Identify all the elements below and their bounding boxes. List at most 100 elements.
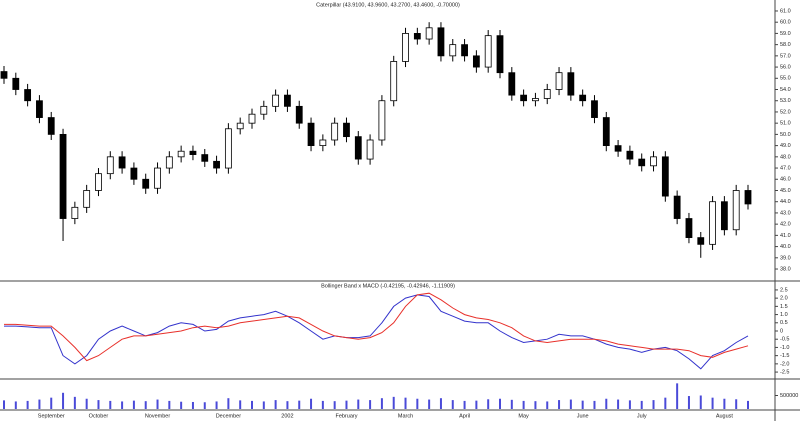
- candle-body: [484, 35, 492, 68]
- candle-body: [366, 139, 374, 160]
- volume-bar: [227, 398, 230, 409]
- candle-body: [543, 89, 551, 99]
- candle-body: [602, 117, 610, 147]
- candle-body: [697, 237, 705, 245]
- volume-bar: [310, 398, 313, 409]
- x-tick-label: December: [216, 413, 242, 419]
- candle-body: [720, 201, 728, 231]
- candle-body: [343, 122, 350, 138]
- x-tick-label: June: [577, 413, 589, 419]
- volume-bar: [534, 401, 537, 409]
- candle-body: [295, 105, 303, 124]
- candle-body: [36, 100, 43, 118]
- volume-bar: [558, 400, 561, 409]
- candle-body: [413, 33, 421, 40]
- candle-body: [71, 206, 79, 219]
- y-tick-label: 41.0: [780, 233, 791, 239]
- candle-body: [425, 27, 433, 40]
- y-tick-label: 59.0: [780, 31, 791, 37]
- y-tick-label: 48.0: [780, 154, 791, 160]
- y-tick-label: 51.0: [780, 121, 791, 127]
- x-tick-label: 2002: [281, 413, 293, 419]
- candle-body: [661, 156, 669, 197]
- volume-bar: [652, 400, 655, 409]
- y-tick-label: 42.0: [780, 222, 791, 228]
- candle-body: [248, 113, 256, 124]
- candle-body: [402, 33, 409, 62]
- y-tick-label: -2.0: [780, 361, 789, 367]
- x-tick-label: August: [716, 413, 734, 419]
- candle-body: [272, 94, 280, 107]
- panel-title: Bollinger Band x MACD (-0.42195, -0.4294…: [321, 283, 455, 289]
- candle-body: [650, 156, 657, 167]
- candle-body: [118, 156, 126, 169]
- volume-bar: [475, 400, 478, 409]
- volume-bar: [628, 400, 631, 409]
- candle-body: [709, 201, 716, 245]
- y-tick-label: 54.0: [780, 87, 791, 93]
- volume-bar: [581, 400, 584, 409]
- y-tick-label: 60.0: [780, 20, 791, 26]
- candle-body: [284, 94, 291, 107]
- y-tick-label: 1.0: [780, 312, 788, 318]
- volume-bar: [723, 398, 726, 409]
- y-tick-label: 47.0: [780, 166, 791, 172]
- y-tick-label: 49.0: [780, 143, 791, 149]
- volume-bar: [191, 401, 194, 409]
- volume-bar: [333, 401, 336, 409]
- volume-bar: [605, 398, 608, 409]
- y-tick-label: 44.0: [780, 199, 791, 205]
- candle-body: [154, 167, 161, 189]
- series-line: [4, 292, 749, 362]
- candle-body: [95, 173, 102, 191]
- candle-body: [673, 195, 681, 219]
- candle-body: [614, 145, 622, 152]
- x-tick-label: November: [145, 413, 171, 419]
- volume-bar: [451, 400, 454, 409]
- x-tick-label: February: [335, 413, 357, 419]
- volume-bar: [109, 400, 112, 409]
- candle-body: [319, 139, 327, 147]
- candle-body: [390, 61, 398, 102]
- volume-bar: [203, 402, 206, 409]
- volume-bar: [215, 401, 218, 409]
- y-tick-label: 50.0: [780, 132, 791, 138]
- y-tick-label: 43.0: [780, 210, 791, 216]
- volume-bar: [687, 396, 690, 409]
- candle-body: [224, 128, 232, 169]
- candle-body: [189, 150, 197, 155]
- chart-title: Caterpillar (43.9100, 43.9600, 43.2700, …: [316, 2, 460, 8]
- candle-body: [106, 156, 114, 175]
- candle-body: [532, 98, 539, 102]
- volume-bar: [676, 383, 679, 409]
- y-tick-label: 1.5: [780, 304, 788, 310]
- y-tick-label: 57.0: [780, 53, 791, 59]
- volume-bar: [522, 400, 525, 409]
- volume-bar: [664, 397, 667, 409]
- volume-bar: [711, 397, 714, 409]
- volume-bar: [286, 401, 289, 409]
- volume-bar: [357, 399, 360, 409]
- y-tick-label: -2.5: [780, 370, 789, 376]
- y-tick-label: 45.0: [780, 188, 791, 194]
- volume-bar: [593, 400, 596, 409]
- volume-bar: [345, 400, 348, 409]
- x-tick-label: April: [459, 413, 470, 419]
- volume-bar: [569, 399, 572, 409]
- candle-body: [236, 122, 244, 130]
- candle-body: [177, 150, 185, 158]
- volume-bar: [487, 399, 490, 409]
- volume-bar: [416, 398, 419, 409]
- volume-bar: [180, 401, 183, 409]
- candle-body: [626, 150, 634, 160]
- y-tick-label: 52.0: [780, 109, 791, 115]
- volume-bar: [404, 397, 407, 409]
- candle-body: [472, 55, 480, 68]
- volume-bar: [298, 400, 301, 409]
- volume-bar: [380, 398, 383, 409]
- volume-bar: [747, 400, 749, 409]
- y-tick-label: 38.0: [780, 266, 791, 272]
- x-tick-label: September: [38, 413, 65, 419]
- volume-bar: [640, 400, 643, 409]
